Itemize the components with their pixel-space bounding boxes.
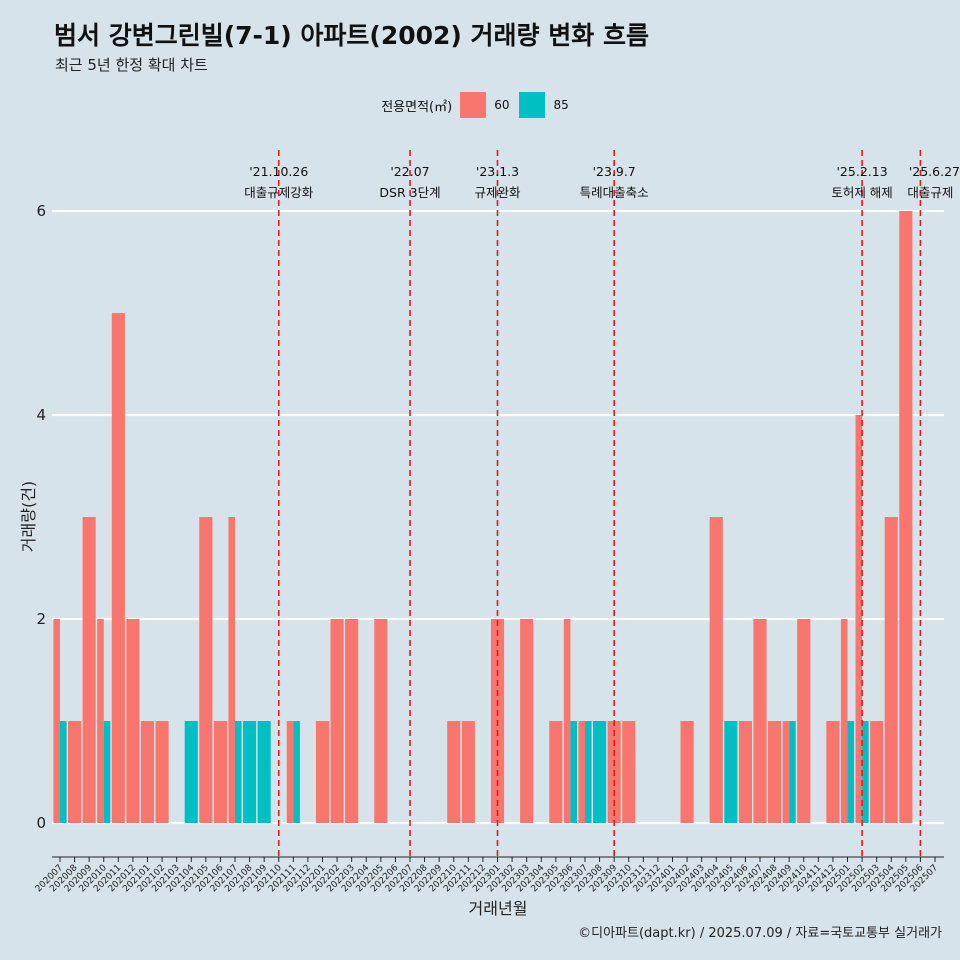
bar-85-202306 [570,721,577,823]
legend-title: 전용면적(㎡) [381,99,453,115]
bar-85-202501 [847,721,855,823]
bar-60-202404 [709,517,723,823]
bar-60-202210 [447,721,461,823]
bar-60-202501 [840,619,848,823]
bar-85-202007 [60,721,67,823]
legend-item-60: 60 [460,92,513,118]
bar-60-202203 [345,619,359,823]
bar-60-202410 [797,619,811,823]
bar-60-202412 [826,721,840,823]
event-label-5: 대출규제 [907,185,953,200]
bar-60-202106 [213,721,227,823]
bar-60-202201 [315,721,330,823]
y-tick-label-0: 0 [36,814,46,832]
event-label-3: 특례대출축소 [580,185,649,200]
bar-60-202011 [111,313,125,823]
bar-60-202408 [768,721,782,823]
event-date-0: '21.10.26 [249,164,308,179]
bar-85-202307 [585,721,592,823]
bar-60-202012 [126,619,140,823]
chart-title: 범서 강변그린빌(7-1) 아파트(2002) 거래량 변화 흐름 [54,21,649,50]
bar-60-202009 [82,517,96,823]
bar-60-202105 [199,517,213,823]
chart-subtitle: 최근 5년 한정 확대 차트 [55,56,208,74]
bar-60-202502 [855,415,863,823]
event-label-1: DSR 3단계 [379,185,440,200]
bar-85-202108 [243,721,257,823]
y-axis-title: 거래량(건) [19,481,38,552]
bar-60-202307 [578,721,585,823]
event-date-3: '23.9.7 [593,164,636,179]
bar-60-202303 [520,619,534,823]
bar-85-202010 [103,721,111,823]
bar-60-202503 [870,721,884,823]
event-date-4: '25.2.13 [837,164,888,179]
bar-60-202407 [753,619,767,823]
bar-60-202409 [782,721,790,823]
bar-60-202504 [884,517,898,823]
bar-60-202008 [68,721,82,823]
bar-85-202104 [184,721,198,823]
y-tick-label-2: 2 [36,610,46,628]
chart-caption: ©디아파트(dapt.kr) / 2025.07.09 / 자료=국토교통부 실… [578,926,942,941]
y-tick-label-4: 4 [36,406,46,424]
x-axis-title: 거래년월 [469,899,528,918]
bar-85-202308 [593,721,607,823]
bar-60-202010 [97,619,104,823]
legend-key-60 [460,92,487,118]
event-date-5: '25.6.27 [909,164,960,179]
bar-60-202107 [228,517,235,823]
bar-60-202211 [461,721,475,823]
event-date-1: '22.07 [390,164,429,179]
bar-60-202306 [563,619,571,823]
legend-label-60: 60 [494,98,510,112]
event-label-4: 토허제 해제 [831,185,892,200]
bar-85-202111 [293,721,300,823]
bar-60-202305 [549,721,563,823]
bar-85-202405 [724,721,738,823]
bar-60-202007 [53,619,60,823]
legend-item-85: 85 [519,92,572,118]
bar-60-202402 [680,721,694,823]
bar-60-202202 [330,619,344,823]
bar-60-202111 [286,721,294,823]
event-label-2: 규제완화 [474,185,521,200]
bar-85-202502 [862,721,869,823]
legend: 전용면적(㎡) 60 85 [0,92,960,118]
bar-60-202505 [899,211,913,823]
bar-85-202107 [235,721,242,823]
event-label-0: 대출규제강화 [244,185,314,200]
legend-label-85: 85 [553,98,569,112]
legend-key-85 [519,92,546,118]
bar-85-202409 [789,721,796,823]
bar-60-202205 [374,619,388,823]
bar-60-202310 [622,721,636,823]
bar-60-202101 [140,721,155,823]
event-date-2: '23.1.3 [476,164,519,179]
bar-85-202109 [257,721,271,823]
bar-60-202102 [155,721,169,823]
y-tick-label-6: 6 [36,202,46,220]
bar-60-202406 [738,721,752,823]
